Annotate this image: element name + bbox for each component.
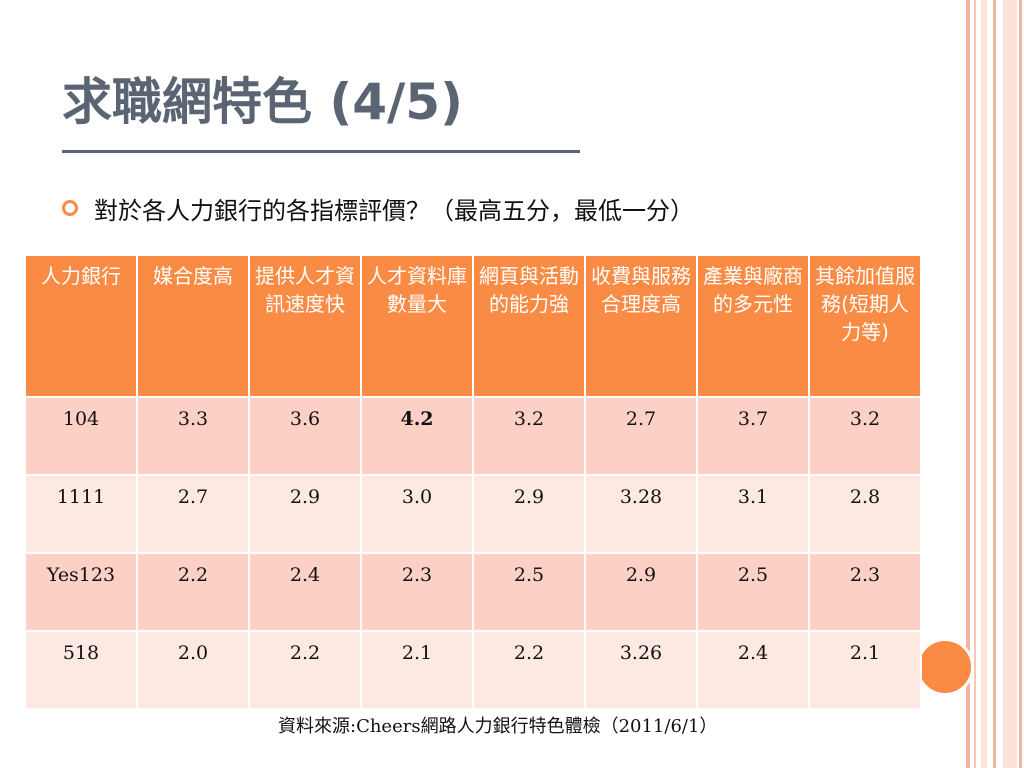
score-cell: 2.4 bbox=[696, 630, 810, 710]
score-cell: 2.5 bbox=[696, 552, 810, 632]
score-cell: 2.9 bbox=[584, 552, 698, 632]
header-cell: 其餘加值服務(短期人力等) bbox=[808, 254, 922, 398]
bullet-circle-icon bbox=[62, 200, 78, 216]
decor-stripe bbox=[981, 0, 987, 768]
header-cell: 提供人才資訊速度快 bbox=[248, 254, 362, 398]
decor-circle bbox=[916, 638, 974, 696]
score-cell: 3.26 bbox=[584, 630, 698, 710]
score-cell: 2.2 bbox=[248, 630, 362, 710]
score-cell: 2.2 bbox=[136, 552, 250, 632]
decor-stripe bbox=[1003, 0, 1017, 768]
table-row: 104 3.3 3.6 4.2 3.2 2.7 3.7 3.2 bbox=[24, 396, 922, 476]
bank-name-cell: 1111 bbox=[24, 474, 138, 554]
bank-name-cell: Yes123 bbox=[24, 552, 138, 632]
header-cell: 網頁與活動的能力強 bbox=[472, 254, 586, 398]
decor-stripe bbox=[1019, 0, 1022, 768]
score-cell: 2.3 bbox=[808, 552, 922, 632]
score-cell: 3.2 bbox=[808, 396, 922, 476]
table-row: 1111 2.7 2.9 3.0 2.9 3.28 3.1 2.8 bbox=[24, 474, 922, 554]
score-cell: 3.2 bbox=[472, 396, 586, 476]
score-cell: 2.9 bbox=[248, 474, 362, 554]
bullet-text: 對於各人力銀行的各指標評價？（最高五分，最低一分） bbox=[94, 196, 694, 225]
header-cell: 產業與廠商的多元性 bbox=[696, 254, 810, 398]
bank-name-cell: 518 bbox=[24, 630, 138, 710]
score-cell: 2.1 bbox=[360, 630, 474, 710]
table-row: 518 2.0 2.2 2.1 2.2 3.26 2.4 2.1 bbox=[24, 630, 922, 710]
score-cell: 3.28 bbox=[584, 474, 698, 554]
header-cell: 人才資料庫數量大 bbox=[360, 254, 474, 398]
bullet-item: 對於各人力銀行的各指標評價？（最高五分，最低一分） bbox=[62, 188, 694, 228]
score-cell: 3.3 bbox=[136, 396, 250, 476]
source-caption: 資料來源:Cheers網路人力銀行特色體檢（2011/6/1） bbox=[278, 716, 718, 737]
score-cell: 2.7 bbox=[584, 396, 698, 476]
table-header-row: 人力銀行 媒合度高 提供人才資訊速度快 人才資料庫數量大 網頁與活動的能力強 收… bbox=[24, 254, 922, 398]
header-cell: 媒合度高 bbox=[136, 254, 250, 398]
decor-stripe bbox=[974, 0, 976, 768]
score-cell: 2.9 bbox=[472, 474, 586, 554]
score-cell: 2.1 bbox=[808, 630, 922, 710]
rating-table: 人力銀行 媒合度高 提供人才資訊速度快 人才資料庫數量大 網頁與活動的能力強 收… bbox=[24, 254, 922, 710]
score-cell: 2.0 bbox=[136, 630, 250, 710]
score-cell: 3.1 bbox=[696, 474, 810, 554]
slide-title: 求職網特色 (4/5) bbox=[62, 73, 463, 131]
score-cell: 2.2 bbox=[472, 630, 586, 710]
score-cell: 3.6 bbox=[248, 396, 362, 476]
bank-name-cell: 104 bbox=[24, 396, 138, 476]
score-cell: 3.7 bbox=[696, 396, 810, 476]
table-row: Yes123 2.2 2.4 2.3 2.5 2.9 2.5 2.3 bbox=[24, 552, 922, 632]
header-cell: 人力銀行 bbox=[24, 254, 138, 398]
score-cell: 2.3 bbox=[360, 552, 474, 632]
title-underline bbox=[62, 150, 580, 153]
score-cell-highlight: 4.2 bbox=[360, 396, 474, 476]
score-cell: 3.0 bbox=[360, 474, 474, 554]
decor-stripe bbox=[993, 0, 996, 768]
score-cell: 2.5 bbox=[472, 552, 586, 632]
header-cell: 收費與服務合理度高 bbox=[584, 254, 698, 398]
score-cell: 2.7 bbox=[136, 474, 250, 554]
decor-stripe bbox=[966, 0, 970, 768]
score-cell: 2.8 bbox=[808, 474, 922, 554]
score-cell: 2.4 bbox=[248, 552, 362, 632]
